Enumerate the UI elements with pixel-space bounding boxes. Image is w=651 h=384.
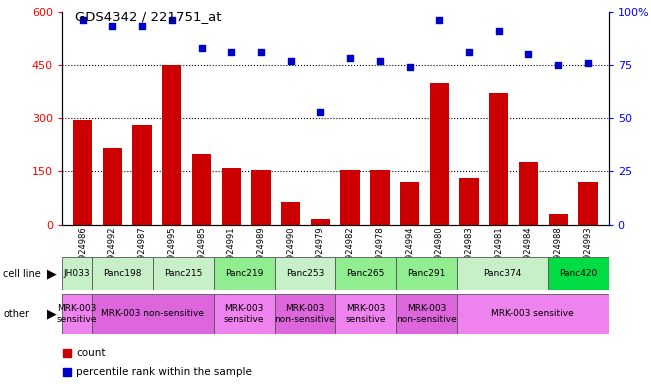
- Text: Panc253: Panc253: [286, 269, 324, 278]
- Text: MRK-003
non-sensitive: MRK-003 non-sensitive: [275, 304, 335, 324]
- Bar: [92, 294, 214, 334]
- Text: GDS4342 / 221751_at: GDS4342 / 221751_at: [75, 10, 221, 23]
- Point: [374, 58, 385, 64]
- Bar: [457, 294, 609, 334]
- Text: cell line: cell line: [3, 268, 41, 279]
- Bar: [519, 162, 538, 225]
- Text: Panc215: Panc215: [164, 269, 202, 278]
- Bar: [132, 125, 152, 225]
- Text: ▶: ▶: [48, 308, 57, 320]
- Text: Panc374: Panc374: [483, 269, 521, 278]
- Point: [404, 64, 415, 70]
- Text: Panc291: Panc291: [408, 269, 445, 278]
- Bar: [281, 202, 300, 225]
- Text: MRK-003
sensitive: MRK-003 sensitive: [57, 304, 97, 324]
- Point: [464, 49, 474, 55]
- Text: Panc420: Panc420: [559, 269, 598, 278]
- Bar: [430, 83, 449, 225]
- Bar: [73, 120, 92, 225]
- Text: MRK-003
sensitive: MRK-003 sensitive: [346, 304, 386, 324]
- Text: count: count: [77, 348, 106, 358]
- Text: MRK-003 non-sensitive: MRK-003 non-sensitive: [102, 310, 204, 318]
- Text: other: other: [3, 309, 29, 319]
- Text: Panc219: Panc219: [225, 269, 263, 278]
- Bar: [370, 170, 389, 225]
- Bar: [251, 170, 271, 225]
- Bar: [335, 294, 396, 334]
- Point: [197, 45, 207, 51]
- Text: MRK-003 sensitive: MRK-003 sensitive: [492, 310, 574, 318]
- Bar: [335, 257, 396, 290]
- Bar: [221, 168, 241, 225]
- Point: [107, 23, 118, 30]
- Text: Panc198: Panc198: [104, 269, 142, 278]
- Point: [77, 17, 88, 23]
- Bar: [548, 257, 609, 290]
- Bar: [396, 294, 457, 334]
- Point: [493, 28, 504, 34]
- Point: [553, 62, 563, 68]
- Bar: [396, 257, 457, 290]
- Point: [167, 17, 177, 23]
- Bar: [400, 182, 419, 225]
- Bar: [275, 257, 335, 290]
- Point: [137, 23, 147, 30]
- Bar: [153, 257, 214, 290]
- Text: MRK-003
sensitive: MRK-003 sensitive: [224, 304, 264, 324]
- Bar: [578, 182, 598, 225]
- Bar: [214, 257, 275, 290]
- Bar: [214, 294, 275, 334]
- Bar: [311, 219, 330, 225]
- Text: percentile rank within the sample: percentile rank within the sample: [77, 367, 253, 377]
- Bar: [340, 170, 360, 225]
- Bar: [192, 154, 211, 225]
- Bar: [62, 294, 92, 334]
- Text: MRK-003
non-sensitive: MRK-003 non-sensitive: [396, 304, 457, 324]
- Point: [583, 60, 593, 66]
- Point: [226, 49, 236, 55]
- Bar: [62, 257, 92, 290]
- Bar: [549, 214, 568, 225]
- Text: JH033: JH033: [64, 269, 90, 278]
- Text: ▶: ▶: [48, 267, 57, 280]
- Bar: [103, 148, 122, 225]
- Bar: [162, 65, 182, 225]
- Bar: [489, 93, 508, 225]
- Point: [523, 51, 534, 57]
- Bar: [460, 179, 478, 225]
- Text: Panc265: Panc265: [346, 269, 385, 278]
- Bar: [92, 257, 153, 290]
- Point: [345, 55, 355, 61]
- Point: [434, 17, 445, 23]
- Point: [315, 109, 326, 115]
- Bar: [457, 257, 548, 290]
- Point: [286, 58, 296, 64]
- Point: [256, 49, 266, 55]
- Bar: [275, 294, 335, 334]
